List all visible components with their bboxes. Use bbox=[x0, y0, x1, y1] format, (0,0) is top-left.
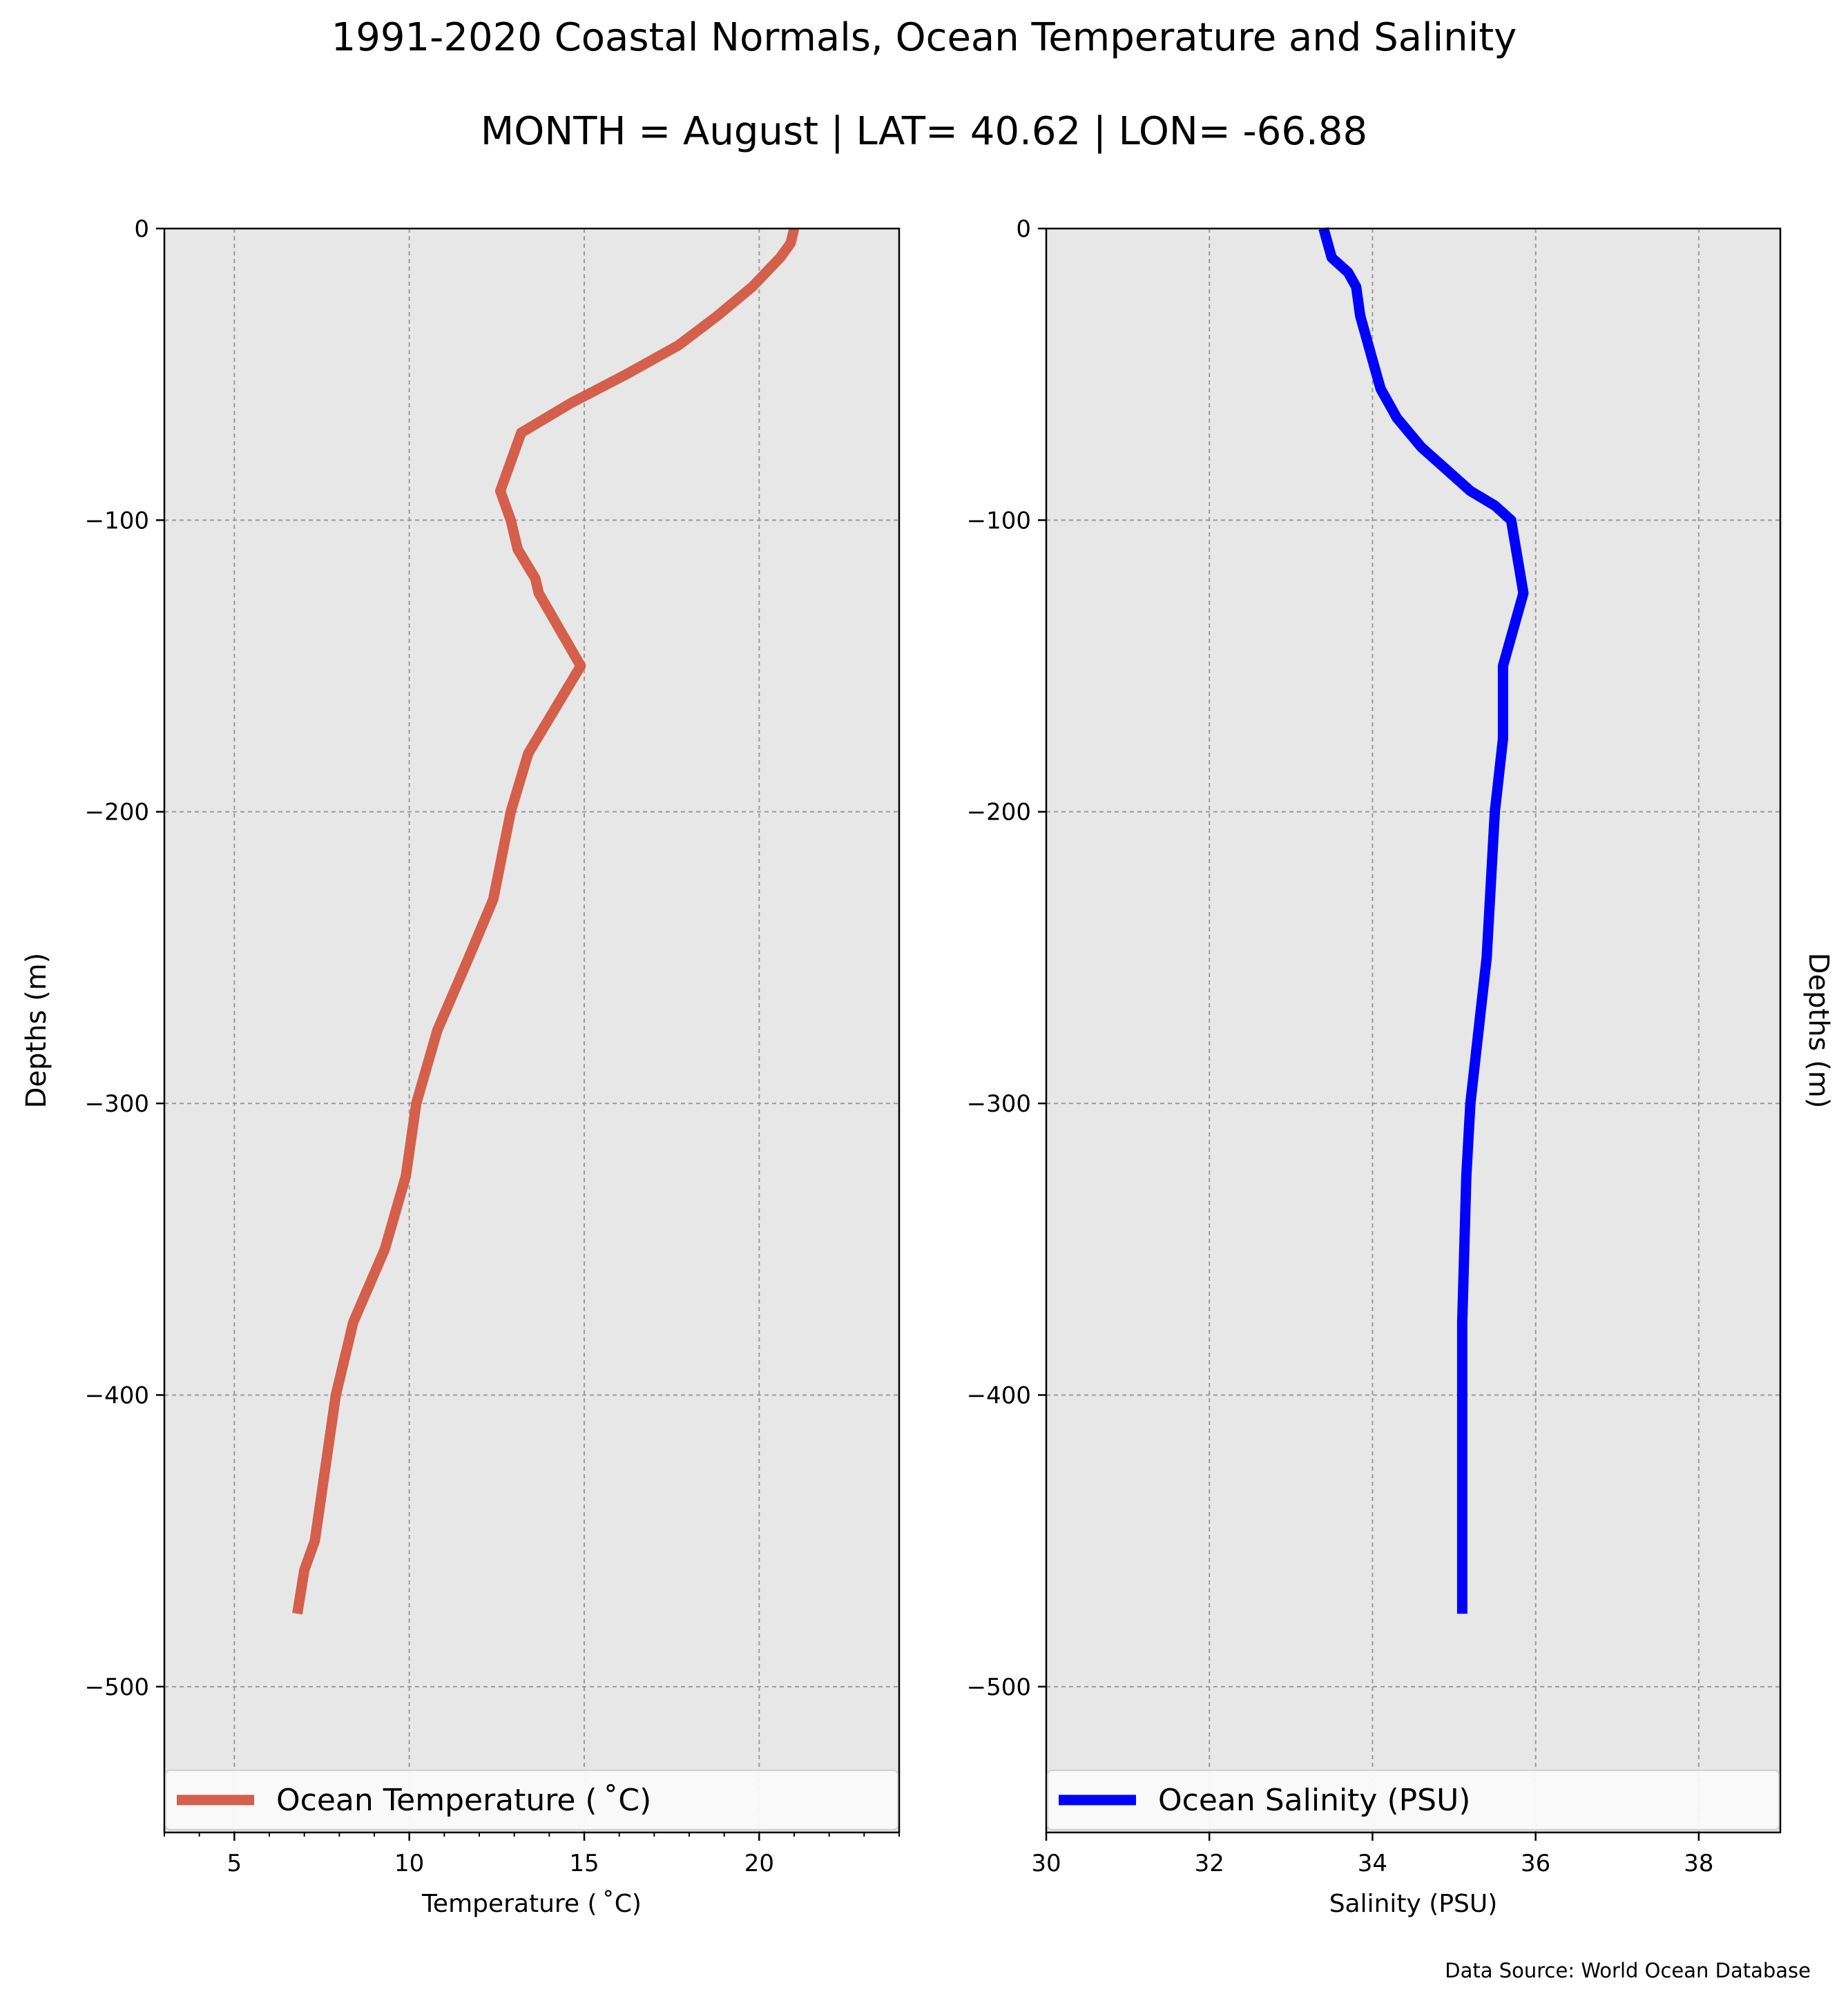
y-tick-label: −200 bbox=[967, 799, 1031, 826]
legend-box bbox=[1047, 1770, 1780, 1830]
x-tick-label: 15 bbox=[569, 1850, 599, 1877]
x-tick-label: 32 bbox=[1195, 1850, 1224, 1877]
y-tick-label: −100 bbox=[967, 507, 1031, 534]
y-axis-label: Depths (m) bbox=[1802, 953, 1834, 1109]
series-line-1 bbox=[292, 227, 800, 1615]
y-tick-label: 0 bbox=[134, 215, 149, 243]
chart-panel-1: 0 −100 −200 −300 −400 −500 5 10 15 20 Temperature … bbox=[21, 215, 901, 1918]
legend: Ocean Temperature ( ˚C) bbox=[165, 1770, 898, 1830]
x-tick-label: 36 bbox=[1521, 1850, 1550, 1877]
y-tick-label: −500 bbox=[967, 1674, 1031, 1701]
y-tick-label: −500 bbox=[85, 1674, 149, 1701]
x-tick-label: 20 bbox=[744, 1850, 774, 1877]
x-axis-label: Salinity (PSU) bbox=[1329, 1890, 1498, 1918]
x-tick-label: 38 bbox=[1684, 1850, 1713, 1877]
figure-subtitle: MONTH = August | LAT= 40.62 | LON= -66.8… bbox=[480, 109, 1368, 154]
legend: Ocean Salinity (PSU) bbox=[1047, 1770, 1780, 1830]
legend-box bbox=[165, 1770, 898, 1830]
plot-background bbox=[1046, 229, 1780, 1832]
legend-label: Ocean Temperature ( ˚C) bbox=[276, 1783, 651, 1818]
y-tick-label: −100 bbox=[85, 507, 149, 534]
x-tick-label: 5 bbox=[227, 1850, 242, 1877]
y-tick-label: −400 bbox=[85, 1382, 149, 1409]
y-tick-label: −300 bbox=[967, 1090, 1031, 1118]
series-line-1 bbox=[1318, 226, 1529, 1614]
data-source-note: Data Source: World Ocean Database bbox=[1445, 1959, 1811, 1982]
x-tick-label: 10 bbox=[394, 1850, 424, 1877]
axes-frame bbox=[163, 227, 901, 1834]
x-axis-label: Temperature ( ˚C) bbox=[421, 1890, 642, 1918]
legend-label: Ocean Salinity (PSU) bbox=[1158, 1783, 1470, 1818]
y-tick-label: −300 bbox=[85, 1090, 149, 1118]
x-tick-label: 34 bbox=[1358, 1850, 1387, 1877]
y-axis-label: Depths (m) bbox=[21, 953, 52, 1109]
chart-panel-2: 0 −100 −200 −300 −400 −500 30 32 34 36 38 Salinity … bbox=[967, 215, 1834, 1918]
x-tick-label: 30 bbox=[1031, 1850, 1061, 1877]
figure-title: 1991-2020 Coastal Normals, Ocean Tempera… bbox=[331, 15, 1517, 60]
axes-frame bbox=[1045, 227, 1782, 1834]
plot-background bbox=[164, 229, 899, 1832]
y-tick-label: −200 bbox=[85, 799, 149, 826]
y-tick-label: 0 bbox=[1016, 215, 1031, 243]
y-tick-label: −400 bbox=[967, 1382, 1031, 1409]
